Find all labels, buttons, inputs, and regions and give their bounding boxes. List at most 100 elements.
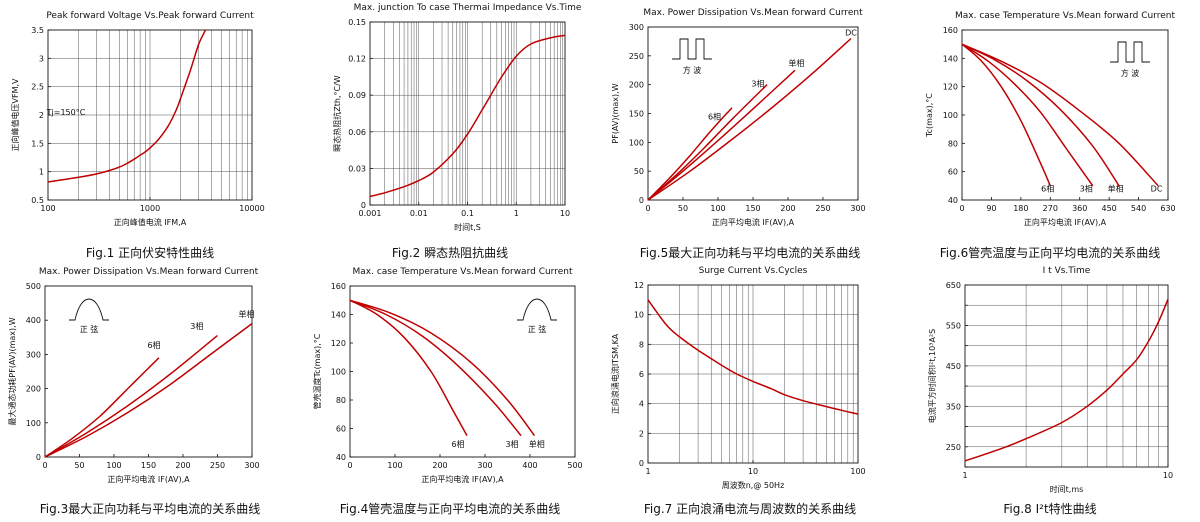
fig3-ytick-label: 300 (26, 350, 41, 359)
fig1-ytick-label: 3 (39, 54, 44, 63)
fig7-ytick-label: 0 (639, 459, 644, 468)
fig8-ytick-label: 650 (946, 281, 961, 290)
fig2-ylabel: 瞬态热阻抗Zth,°C/W (332, 75, 342, 152)
chart-fig3: Max. Power Dissipation Vs.Mean forward C… (7, 267, 260, 484)
caption-fig1: Fig.1 正向伏安特性曲线 (85, 246, 215, 260)
fig8-series-line-0 (964, 298, 1169, 462)
fig4-ytick-label: 60 (336, 425, 346, 434)
fig4-series-line-1 (349, 299, 522, 437)
fig7-ytick-label: 4 (639, 400, 644, 409)
fig3-annotation: 单相 (238, 309, 254, 319)
fig6-xtick-label: 450 (1102, 204, 1117, 213)
fig6-xtick-label: 180 (1013, 204, 1028, 213)
fig5-ytick-label: 200 (629, 81, 644, 90)
fig5-xtick-label: 200 (780, 204, 795, 213)
fig6-waveform-label: 方 波 (1121, 68, 1140, 78)
fig3-xtick-label: 300 (244, 461, 259, 470)
fig6-ytick-label: 100 (943, 111, 958, 120)
fig2-xtick-label: 0.1 (461, 209, 474, 218)
fig4-xtick-label: 400 (522, 461, 537, 470)
fig2-xtick-label: 0.01 (410, 209, 428, 218)
fig7-series-line-0 (647, 299, 859, 415)
fig7-xtick-label: 100 (850, 467, 865, 476)
fig2-ytick-label: 0.09 (348, 91, 366, 100)
fig5-ytick-label: 100 (629, 138, 644, 147)
chart-fig2: Max. junction To case Thermai Impedance … (332, 3, 582, 232)
fig5-annotation: 6相 (708, 111, 721, 121)
chart-fig5: Max. Power Dissipation Vs.Mean forward C… (611, 8, 866, 227)
fig5-xlabel: 正向平均电流 IF(AV),A (712, 217, 795, 227)
fig3-xtick-label: 150 (141, 461, 156, 470)
fig1-ytick-label: 1 (39, 168, 44, 177)
fig4-ylabel: 管壳温度Tc(max),°C (312, 333, 322, 409)
fig5-xtick-label: 100 (710, 204, 725, 213)
fig8-ylabel: 电流平方时间积I²t,10³A²S (927, 329, 937, 423)
chart-fig4: Max. case Temperature Vs.Mean forward Cu… (312, 267, 583, 484)
fig6-xtick-label: 0 (959, 204, 964, 213)
fig6-ytick-label: 60 (948, 168, 958, 177)
fig7-ytick-label: 10 (634, 311, 644, 320)
caption-fig2: Fig.2 瞬态热阻抗曲线 (391, 246, 509, 260)
fig6-annotation: 3相 (1080, 184, 1093, 194)
chart-fig6: Max. case Temperature Vs.Mean forward Cu… (925, 11, 1176, 227)
fig3-title: Max. Power Dissipation Vs.Mean forward C… (39, 267, 259, 277)
fig6-ytick-label: 160 (943, 26, 958, 35)
panel-fig7: Surge Current Vs.Cycles 1 10 100 0 2 4 6 8 10 12 周波… (600, 262, 900, 522)
fig1-ytick-label: 1.5 (31, 139, 44, 148)
fig6-series-line-3 (961, 43, 1159, 187)
fig1-series-line-0 (47, 29, 207, 183)
fig7-xlabel: 周波数n,@ 50Hz (722, 480, 785, 490)
fig3-xtick-label: 0 (42, 461, 47, 470)
fig2-ytick-label: 0.06 (348, 128, 366, 137)
fig8-plot-frame (964, 284, 1169, 468)
fig4-annotation: 6相 (451, 439, 464, 449)
panel-fig3: Max. Power Dissipation Vs.Mean forward C… (0, 262, 300, 522)
fig1-ytick-label: 2 (39, 111, 44, 120)
fig5-ytick-label: 50 (634, 167, 644, 176)
fig4-xtick-label: 0 (347, 461, 352, 470)
fig4-xtick-label: 300 (477, 461, 492, 470)
fig7-title: Surge Current Vs.Cycles (699, 266, 808, 276)
fig4-series-line-2 (349, 299, 536, 437)
fig8-ytick-label: 450 (946, 362, 961, 371)
fig1-xtick-label: 10000 (239, 204, 264, 213)
fig2-xlabel: 时间t,S (454, 222, 481, 232)
fig5-series-line-0 (647, 107, 733, 201)
fig3-plot-frame (44, 285, 253, 458)
fig2-xtick-label: 1 (514, 209, 519, 218)
fig2-ytick-label: 0.15 (348, 18, 366, 27)
panel-fig6: Max. case Temperature Vs.Mean forward Cu… (900, 0, 1200, 260)
panel-fig2: Max. junction To case Thermai Impedance … (300, 0, 600, 260)
fig5-series-line-1 (647, 84, 768, 201)
fig6-xlabel: 正向平均电流 IF(AV),A (1024, 217, 1107, 227)
fig5-xtick-label: 0 (645, 204, 650, 213)
fig4-series-line-0 (349, 299, 468, 436)
fig4-ytick-label: 40 (336, 453, 346, 462)
fig1-ytick-label: 2.5 (31, 83, 44, 92)
fig3-annotation: 3相 (190, 321, 203, 331)
fig3-series-line-2 (44, 323, 253, 458)
fig3-xtick-label: 100 (106, 461, 121, 470)
fig1-ytick-label: 0.5 (31, 196, 44, 205)
fig4-ytick-label: 140 (331, 311, 346, 320)
fig5-xtick-label: 150 (745, 204, 760, 213)
fig6-title: Max. case Temperature Vs.Mean forward Cu… (955, 11, 1175, 21)
fig6-ytick-label: 140 (943, 54, 958, 63)
fig3-ytick-label: 100 (26, 419, 41, 428)
panel-fig8: I t Vs.Time 1 10 250 350 450 550 650 时间t,ms 电流平方时… (900, 262, 1200, 522)
fig3-ylabel: 最大通态功耗PF(AV)(max),W (7, 317, 17, 425)
fig3-xlabel: 正向平均电流 IF(AV),A (107, 474, 190, 484)
fig2-ytick-label: 0.12 (348, 55, 366, 64)
panel-fig1: Peak forward Voltage Vs.Peak forward Cur… (0, 0, 300, 260)
fig6-ytick-label: 40 (948, 196, 958, 205)
fig3-annotation: 6相 (147, 340, 160, 350)
caption-fig4: Fig.4管壳温度与正向平均电流的关系曲线 (339, 502, 561, 516)
fig6-ytick-label: 80 (948, 139, 958, 148)
fig6-ytick-label: 120 (943, 83, 958, 92)
fig3-ytick-label: 200 (26, 385, 41, 394)
fig3-waveform-label: 正 弦 (80, 324, 99, 334)
fig3-series-line-1 (44, 335, 218, 458)
fig5-series-line-3 (647, 37, 852, 201)
fig5-annotation: DC (845, 29, 857, 38)
